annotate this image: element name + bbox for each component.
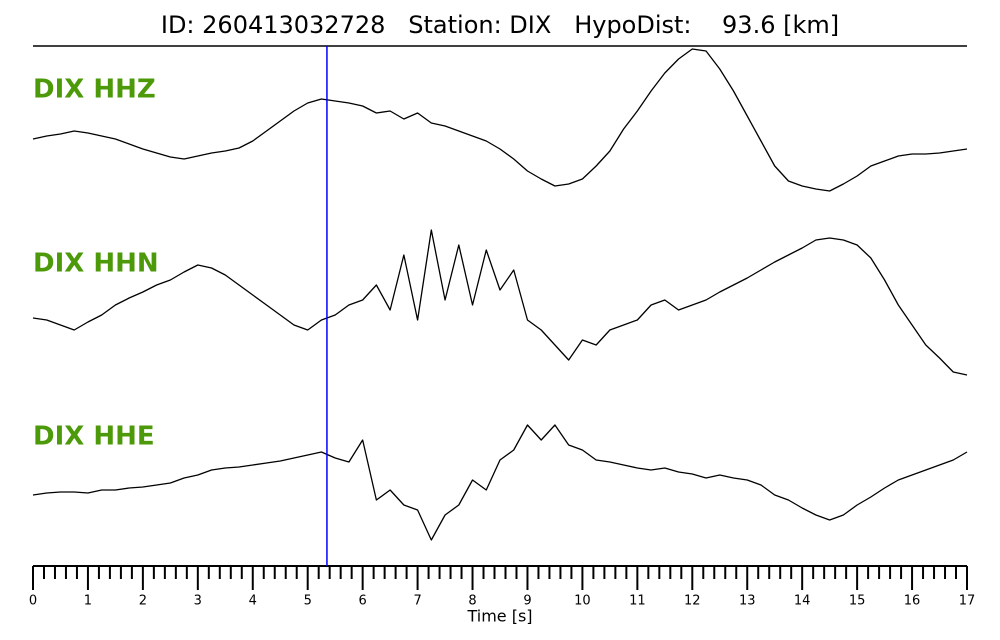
x-tick-label: 17 (959, 594, 976, 609)
trace (32, 48, 968, 192)
trace-label: DIX HHE (33, 422, 155, 452)
x-tick-label: 3 (194, 594, 202, 609)
x-axis-label: Time [s] (466, 607, 532, 626)
x-tick-label: 7 (413, 594, 421, 609)
x-tick-label: 6 (359, 594, 367, 609)
x-tick-label: 14 (794, 594, 811, 609)
x-tick-label: 4 (249, 594, 257, 609)
x-tick-label: 16 (904, 594, 921, 609)
x-tick-label: 15 (849, 594, 866, 609)
x-tick-label: 9 (523, 594, 531, 609)
x-tick-label: 12 (684, 594, 701, 609)
trace-label: DIX HHN (33, 249, 159, 279)
x-tick-label: 13 (739, 594, 756, 609)
x-tick-label: 8 (468, 594, 476, 609)
x-tick-label: 10 (574, 594, 591, 609)
x-tick-label: 1 (84, 594, 92, 609)
trace-label: DIX HHZ (33, 75, 156, 105)
x-tick-label: 0 (29, 594, 37, 609)
chart-title: ID: 260413032728 Station: DIX HypoDist: … (161, 11, 839, 39)
x-tick-label: 5 (304, 594, 312, 609)
trace (32, 229, 968, 376)
x-tick-label: 11 (629, 594, 646, 609)
trace (32, 424, 968, 541)
x-tick-label: 2 (139, 594, 147, 609)
